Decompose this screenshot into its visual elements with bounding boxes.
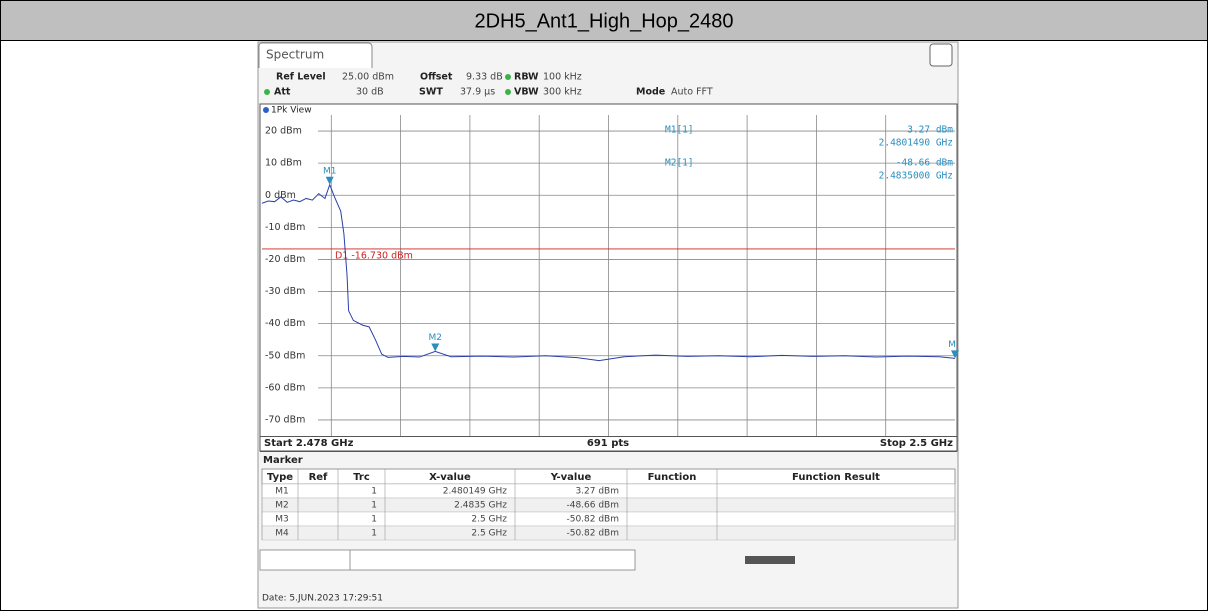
table-cell: -48.66 dBm — [566, 501, 619, 511]
x-points: 691 pts — [587, 438, 629, 449]
y-tick-label: -60 dBm — [265, 382, 305, 393]
setting-value: 30 dB — [356, 87, 384, 98]
table-cell: 2.5 GHz — [471, 529, 507, 539]
table-header: Function — [648, 472, 697, 483]
setting-label: Ref Level — [276, 72, 326, 83]
setting-value: 37.9 µs — [460, 87, 495, 98]
table-cell: M1 — [275, 487, 289, 497]
table-cell: 2.480149 GHz — [443, 487, 508, 497]
tab-label: Spectrum — [266, 48, 324, 62]
status-dot — [505, 74, 511, 80]
x-stop: Stop 2.5 GHz — [880, 438, 953, 449]
table-cell: M3 — [275, 515, 289, 525]
window-icon — [929, 43, 953, 67]
tab — [258, 42, 373, 68]
table-cell: 1 — [371, 515, 377, 525]
y-tick-label: -30 dBm — [265, 286, 305, 297]
table-cell: -50.82 dBm — [566, 529, 619, 539]
header-title: 2DH5_Ant1_High_Hop_2480 — [474, 10, 733, 32]
y-tick-label: -20 dBm — [265, 254, 305, 265]
table-cell: 1 — [371, 487, 377, 497]
table-header: X-value — [429, 472, 471, 483]
table-cell: M2 — [275, 501, 289, 511]
status-box — [349, 549, 636, 571]
marker — [325, 176, 334, 185]
status-bar — [745, 556, 795, 564]
y-tick-label: 10 dBm — [265, 158, 302, 169]
table-header: Y-value — [550, 472, 592, 483]
table-header: Type — [267, 472, 293, 483]
threshold-label: D1 -16.730 dBm — [335, 250, 413, 261]
y-tick-label: -70 dBm — [265, 414, 305, 425]
marker-label: M — [948, 340, 956, 350]
marker-label: M1 — [323, 166, 337, 176]
setting-value: 300 kHz — [543, 87, 582, 98]
setting-label: SWT — [419, 87, 443, 98]
trace — [261, 183, 956, 362]
setting-value: 100 kHz — [543, 72, 582, 83]
readout-name: M1[1] — [665, 125, 694, 136]
table-cell: -50.82 dBm — [566, 515, 619, 525]
readout-level: -48.66 dBm — [896, 158, 953, 169]
table-cell: 1 — [371, 501, 377, 511]
setting-label: VBW — [514, 87, 539, 98]
y-tick-label: -50 dBm — [265, 350, 305, 361]
table-header: Ref — [309, 472, 328, 483]
y-tick-label: 0 dBm — [265, 190, 296, 201]
y-tick-label: -10 dBm — [265, 222, 305, 233]
setting-label: RBW — [514, 72, 539, 83]
table-cell: M4 — [275, 529, 289, 539]
readout-name: M2[1] — [665, 158, 694, 169]
setting-value: 9.33 dB — [466, 72, 503, 83]
y-tick-label: -40 dBm — [265, 318, 305, 329]
header-bg — [1, 1, 1207, 40]
setting-value: 25.00 dBm — [342, 72, 394, 83]
status-dot — [264, 89, 270, 95]
table-title: Marker — [263, 455, 303, 466]
x-start: Start 2.478 GHz — [264, 438, 354, 449]
table-header: Function Result — [792, 472, 880, 483]
readout-freq: 2.4801490 GHz — [879, 138, 953, 149]
setting-label: Offset — [420, 72, 453, 83]
status-box — [259, 549, 351, 571]
table-header: Trc — [353, 472, 370, 483]
marker — [951, 350, 959, 359]
readout-level: 3.27 dBm — [907, 125, 953, 136]
setting-value: Auto FFT — [671, 87, 713, 98]
table-cell: 2.5 GHz — [471, 515, 507, 525]
table-cell: 3.27 dBm — [575, 487, 619, 497]
view-dot — [263, 107, 269, 113]
table-cell: 2.4835 GHz — [454, 501, 507, 511]
footer-date: Date: 5.JUN.2023 17:29:51 — [262, 594, 383, 604]
table-cell: 1 — [371, 529, 377, 539]
status-dot — [505, 89, 511, 95]
view-label: 1Pk View — [271, 106, 312, 116]
setting-label: Att — [274, 87, 291, 98]
y-tick-label: 20 dBm — [265, 126, 302, 137]
marker-label: M2 — [429, 333, 443, 343]
setting-label: Mode — [636, 87, 665, 98]
readout-freq: 2.4835000 GHz — [879, 171, 953, 182]
marker — [431, 343, 440, 352]
